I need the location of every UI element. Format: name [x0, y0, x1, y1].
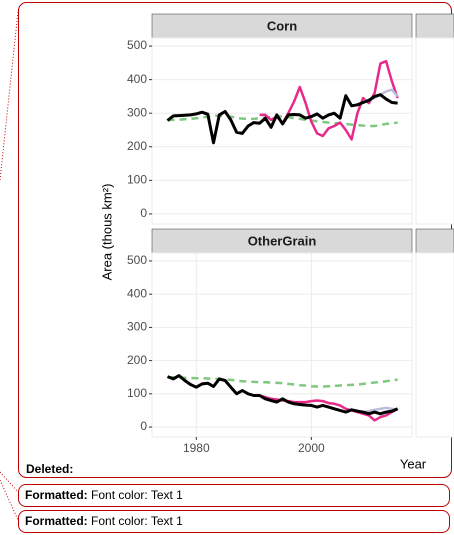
y-tick-label: 0: [140, 206, 147, 220]
x-tick-label: 2000: [298, 441, 325, 455]
format-label: Formatted:: [25, 514, 88, 528]
y-axis-title: Area (thous km²): [99, 184, 114, 281]
y-tick-label: 100: [127, 386, 147, 400]
cropped-strip: [415, 13, 454, 39]
format-text: Font color: Text 1: [91, 514, 183, 528]
strip-title: OtherGrain: [248, 233, 317, 248]
x-tick-label: 1980: [183, 441, 210, 455]
strip: [151, 13, 413, 39]
series-line: [167, 375, 398, 388]
format-balloon: Formatted: Font color: Text 1: [18, 510, 450, 533]
format-label: Formatted:: [25, 488, 88, 502]
y-tick-label: 200: [127, 353, 147, 367]
chart: Corn 0 100 200 300 400 500 Area (thous km²) Othe…: [99, 13, 454, 471]
y-tick-label: 500: [127, 253, 147, 267]
panel: [151, 37, 413, 225]
series-line: [167, 114, 398, 128]
cropped-strip: [415, 228, 454, 254]
y-tick-label: 300: [127, 105, 147, 119]
series-line: [166, 374, 399, 416]
y-tick-label: 300: [127, 320, 147, 334]
format-text: Font color: Text 1: [91, 488, 183, 502]
y-tick-label: 0: [140, 419, 147, 433]
cropped-panel: [415, 37, 454, 225]
cropped-panel: [415, 252, 454, 438]
y-tick-label: 400: [127, 72, 147, 86]
y-tick-label: 100: [127, 173, 147, 187]
panel: [151, 252, 413, 438]
series-line: [362, 406, 398, 414]
format-balloon: Formatted: Font color: Text 1: [18, 484, 450, 507]
connector: [0, 479, 19, 521]
strip-title: Corn: [267, 18, 297, 33]
connector: [0, 11, 19, 181]
y-tick-label: 200: [127, 139, 147, 153]
x-axis-title: Year: [400, 456, 427, 471]
series-line: [166, 93, 398, 145]
strip: [151, 228, 413, 254]
y-tick-label: 400: [127, 286, 147, 300]
y-tick-label: 500: [127, 38, 147, 52]
deleted-label: Deleted:: [26, 462, 74, 476]
